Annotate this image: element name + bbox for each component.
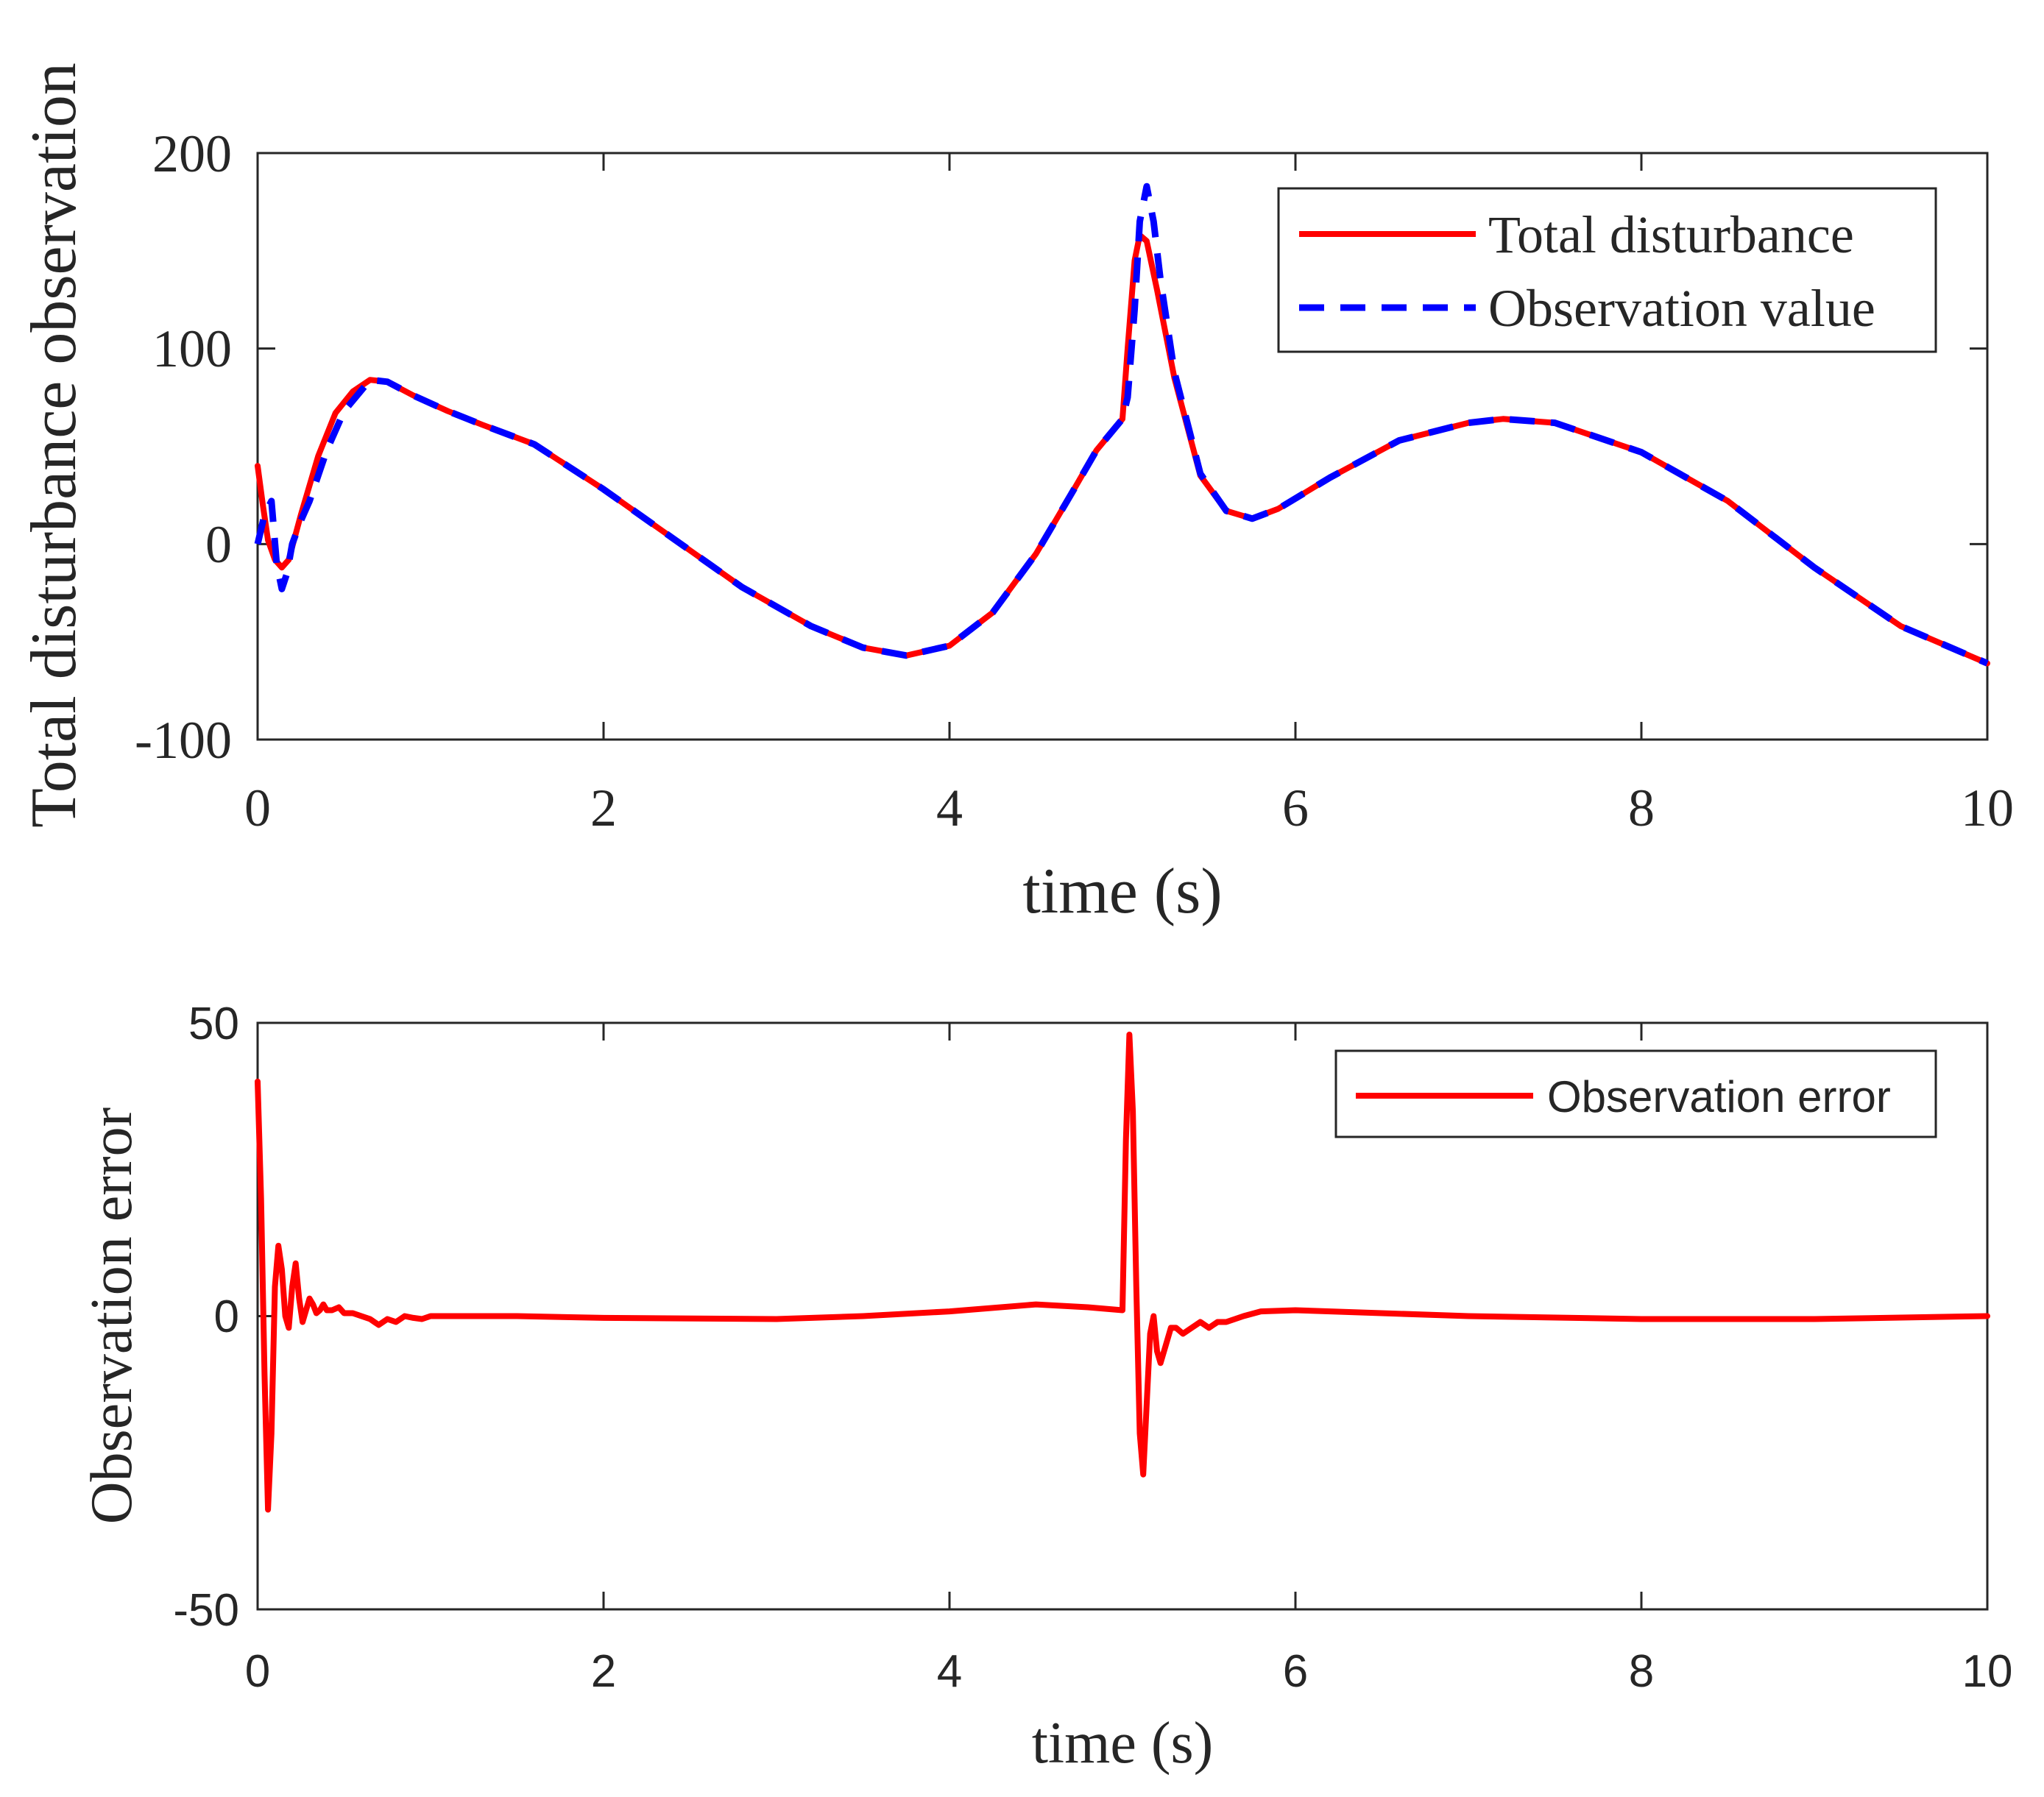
bottom-x-tick-label: 0: [245, 1646, 270, 1697]
bottom-y-axis-label: Observation error: [79, 1107, 144, 1524]
top-x-tick-label: 8: [1628, 779, 1655, 837]
bottom-y-tick-label: -50: [173, 1585, 239, 1636]
series-line-observation-error: [255, 1031, 1990, 1513]
top-plot-series: [254, 182, 1990, 667]
legend-label-total-disturbance: Total disturbance: [1488, 205, 1854, 264]
top-plot: 0 2 4 6 8 10 -100 0 100 200 time (s) Tot…: [18, 63, 2014, 927]
bottom-x-tick-label: 2: [591, 1646, 616, 1697]
bottom-plot-series: [255, 1031, 1990, 1513]
top-y-tick-label: -100: [135, 711, 232, 770]
top-x-axis-label: time (s): [1022, 856, 1222, 927]
top-x-tick-label: 6: [1282, 779, 1309, 837]
legend-label-observation-value: Observation value: [1488, 279, 1875, 338]
top-legend-box: [1277, 187, 1937, 353]
legend-label-observation-error: Observation error: [1547, 1072, 1891, 1121]
top-y-axis-label: Total disturbance observation: [18, 63, 90, 828]
bottom-plot: 0 2 4 6 8 10 -50 0 50 time (s) Observati…: [79, 999, 2012, 1776]
bottom-plot-x-tick-labels: 0 2 4 6 8 10: [245, 1646, 2013, 1697]
top-y-tick-label: 100: [152, 319, 232, 378]
top-x-tick-label: 4: [936, 779, 963, 837]
top-x-tick-label: 10: [1961, 779, 2014, 837]
top-plot-x-tick-labels: 0 2 4 6 8 10: [244, 779, 2014, 837]
top-x-tick-label: 0: [244, 779, 271, 837]
bottom-y-tick-label: 0: [214, 1291, 239, 1342]
top-y-tick-label: 200: [152, 124, 232, 183]
bottom-x-tick-label: 8: [1629, 1646, 1654, 1697]
bottom-x-tick-label: 10: [1962, 1646, 2013, 1697]
top-plot-ticks: [256, 152, 1989, 741]
top-legend: Total disturbance Observation value: [1277, 187, 1937, 353]
bottom-x-axis-label: time (s): [1032, 1711, 1214, 1776]
bottom-x-tick-label: 4: [937, 1646, 962, 1697]
bottom-y-tick-label: 50: [188, 999, 239, 1049]
bottom-x-tick-label: 6: [1283, 1646, 1308, 1697]
top-plot-axes-box: [256, 152, 1989, 741]
bottom-plot-y-tick-labels: -50 0 50: [173, 999, 239, 1636]
top-plot-y-tick-labels: -100 0 100 200: [135, 124, 232, 770]
top-y-tick-label: 0: [205, 515, 232, 574]
bottom-legend: Observation error: [1334, 1049, 1937, 1138]
top-x-tick-label: 2: [590, 779, 617, 837]
